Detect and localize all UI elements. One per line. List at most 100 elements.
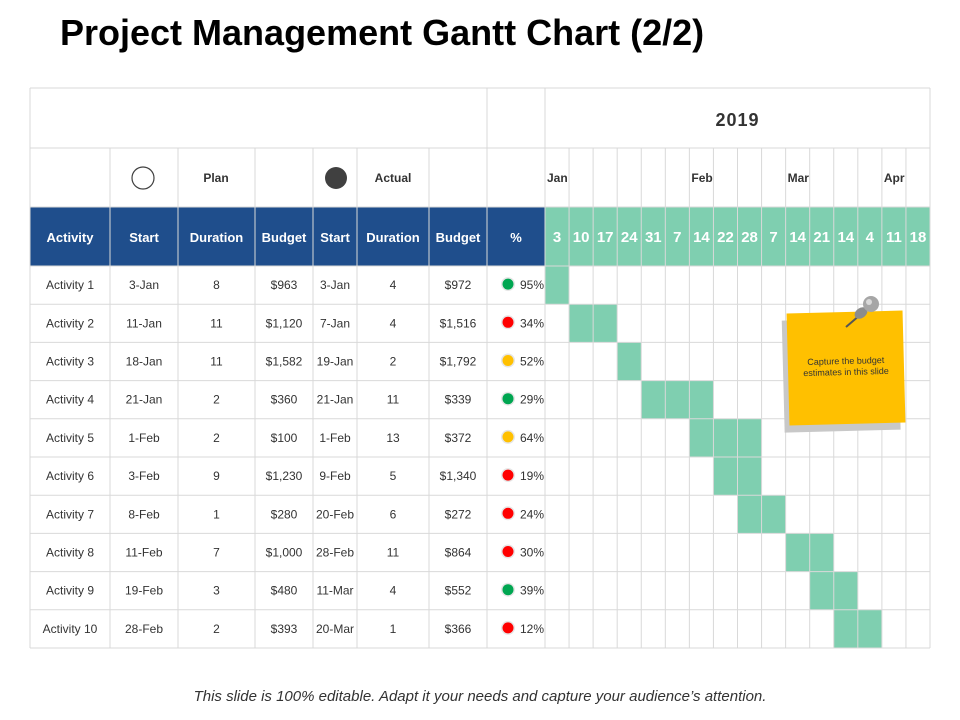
col-plan-duration-cell: 3 xyxy=(213,584,220,598)
status-dot-icon xyxy=(502,584,514,596)
week-label: 4 xyxy=(866,229,875,246)
plan-legend-label: Plan xyxy=(203,171,228,185)
week-label: 17 xyxy=(597,229,614,246)
col-plan-start-cell: 8-Feb xyxy=(128,507,160,521)
week-label: 14 xyxy=(789,229,806,246)
col-actual-budget-cell: $972 xyxy=(445,278,472,292)
status-dot-icon xyxy=(502,431,514,443)
col-actual-budget-cell: $1,340 xyxy=(440,469,477,483)
col-plan-duration-cell: 11 xyxy=(210,316,223,330)
col-plan-duration-cell: 9 xyxy=(213,469,220,483)
gantt-bar xyxy=(545,266,570,305)
status-dot-icon xyxy=(502,355,514,366)
col-actual-start-cell: 7-Jan xyxy=(320,316,350,330)
col-plan-start-cell: 11-Feb xyxy=(125,546,162,560)
col-actual-duration-cell: 6 xyxy=(390,507,397,521)
col-actual-duration-cell: 4 xyxy=(390,278,397,292)
col-actual-budget-cell: $372 xyxy=(445,431,472,445)
col-plan-budget-cell: $100 xyxy=(271,431,298,445)
gantt-bar xyxy=(809,533,834,572)
col-plan-duration-cell: 2 xyxy=(213,622,220,636)
gantt-bar xyxy=(737,418,762,457)
week-label: 14 xyxy=(837,229,854,246)
week-label: 7 xyxy=(673,229,681,246)
col-actual-budget-cell: $864 xyxy=(445,546,472,560)
gantt-bar xyxy=(737,457,762,496)
col-actual-start-cell: 19-Jan xyxy=(317,355,354,369)
col-activity-header: Activity xyxy=(47,230,95,245)
col-percent-cell: 24% xyxy=(520,507,544,521)
col-activity-cell: Activity 6 xyxy=(46,469,94,483)
gantt-bar xyxy=(833,571,858,610)
col-percent-cell: 64% xyxy=(520,431,544,445)
col-plan-duration-header: Duration xyxy=(190,230,244,245)
col-plan-duration-cell: 11 xyxy=(210,355,223,369)
week-label: 31 xyxy=(645,229,662,246)
gantt-bar xyxy=(689,380,714,419)
col-percent-cell: 52% xyxy=(520,355,544,369)
gantt-bar xyxy=(713,418,738,457)
col-actual-budget-cell: $552 xyxy=(445,584,472,598)
col-plan-budget-cell: $360 xyxy=(271,393,298,407)
col-actual-duration-cell: 1 xyxy=(390,622,397,636)
col-plan-start-cell: 28-Feb xyxy=(125,622,163,636)
col-plan-budget-cell: $1,120 xyxy=(266,316,303,330)
week-label: 14 xyxy=(693,229,710,246)
actual-legend-label: Actual xyxy=(375,171,412,185)
col-plan-budget-cell: $480 xyxy=(271,584,298,598)
col-actual-duration-cell: 4 xyxy=(390,316,397,330)
col-plan-start-cell: 3-Jan xyxy=(129,278,159,292)
actual-marker-icon xyxy=(325,167,347,189)
gantt-bar xyxy=(665,380,690,419)
col-actual-start-cell: 20-Feb xyxy=(316,507,354,521)
col-actual-budget-cell: $366 xyxy=(445,622,472,636)
col-actual-duration-cell: 4 xyxy=(390,584,397,598)
col-plan-start-cell: 11-Jan xyxy=(126,316,162,330)
col-actual-start-cell: 28-Feb xyxy=(316,546,354,560)
col-percent-cell: 95% xyxy=(520,278,544,292)
col-plan-budget-cell: $1,582 xyxy=(266,355,303,369)
gantt-bar xyxy=(641,380,666,419)
page-title: Project Management Gantt Chart (2/2) xyxy=(60,12,705,53)
week-label: 10 xyxy=(573,229,590,246)
week-label: 11 xyxy=(886,229,902,246)
col-plan-budget-cell: $393 xyxy=(271,622,298,636)
plan-marker-icon xyxy=(131,166,155,190)
col-activity-cell: Activity 10 xyxy=(43,622,98,636)
col-plan-budget-header: Budget xyxy=(262,230,307,245)
month-label: Feb xyxy=(691,171,712,185)
col-actual-duration-header: Duration xyxy=(366,230,420,245)
gantt-bar xyxy=(617,342,642,381)
col-actual-start-cell: 11-Mar xyxy=(316,584,353,598)
col-plan-duration-cell: 2 xyxy=(213,431,220,445)
gantt-bar xyxy=(713,457,738,496)
status-dot-icon xyxy=(502,546,514,557)
gantt-bar xyxy=(737,495,762,534)
week-label: 3 xyxy=(553,229,561,246)
week-label: 7 xyxy=(769,229,777,246)
col-plan-start-cell: 3-Feb xyxy=(128,469,160,483)
col-plan-budget-cell: $280 xyxy=(271,507,298,521)
col-actual-duration-cell: 11 xyxy=(387,393,400,407)
col-actual-duration-cell: 5 xyxy=(390,469,397,483)
col-plan-start-cell: 21-Jan xyxy=(126,393,163,407)
week-label: 21 xyxy=(813,229,830,246)
col-actual-start-cell: 1-Feb xyxy=(319,431,351,445)
col-plan-duration-cell: 2 xyxy=(213,393,220,407)
col-plan-duration-cell: 1 xyxy=(213,507,220,521)
status-dot-icon xyxy=(502,393,514,405)
col-plan-budget-cell: $963 xyxy=(271,278,298,292)
col-percent-header: % xyxy=(510,230,522,245)
col-plan-start-header: Start xyxy=(129,230,159,245)
col-plan-duration-cell: 7 xyxy=(213,546,220,560)
col-actual-duration-cell: 13 xyxy=(386,431,400,445)
col-actual-start-cell: 9-Feb xyxy=(319,469,351,483)
col-actual-start-cell: 3-Jan xyxy=(320,278,350,292)
sticky-note-text: Capture the budget estimates in this sli… xyxy=(803,354,889,379)
col-actual-start-cell: 20-Mar xyxy=(316,622,354,636)
col-activity-cell: Activity 2 xyxy=(46,316,94,330)
gantt-bar xyxy=(857,609,882,648)
col-percent-cell: 34% xyxy=(520,316,544,330)
col-actual-start-header: Start xyxy=(320,230,350,245)
pushpin-icon xyxy=(845,296,879,328)
